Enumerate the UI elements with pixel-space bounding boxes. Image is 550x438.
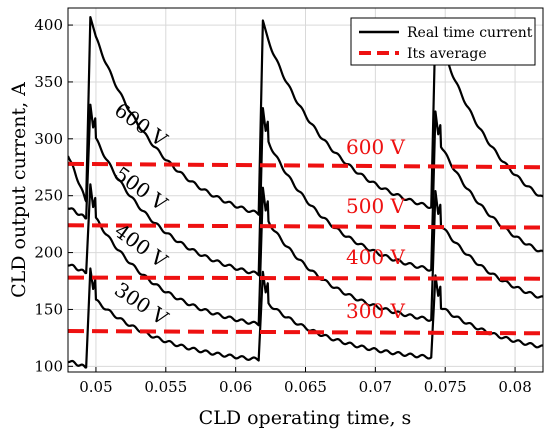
legend-box [350,17,536,66]
average-line-600v [68,161,543,170]
legend-label-real: Real time current [407,25,533,41]
grid [68,8,543,372]
x-tick-label: 0.075 [424,378,467,396]
y-tick-label: 200 [34,244,63,262]
series-group [68,16,543,369]
annotation-red-300v: 300 V [346,299,406,323]
y-tick-label: 250 [34,187,63,205]
average-line-400v [68,275,543,281]
current-line-600v [68,16,543,216]
legend-label-average: Its average [407,46,487,62]
x-tick-label: 0.055 [144,378,187,396]
annotation-red-600v: 600 V [346,135,406,159]
x-tick-label: 0.065 [284,378,327,396]
current-line-400v [68,183,543,327]
x-tick-label: 0.08 [498,378,531,396]
average-line-300v [68,329,543,336]
x-tick-label: 0.07 [359,378,392,396]
x-tick-label: 0.05 [79,378,112,396]
x-tick-label: 0.06 [219,378,252,396]
x-axis-label: CLD operating time, s [199,407,412,429]
y-tick-label: 150 [34,300,63,318]
annotation-red-400v: 400 V [346,245,406,269]
y-tick-label: 400 [34,16,63,34]
annotation-red-500v: 500 V [346,194,406,218]
y-tick-label: 350 [34,73,63,91]
y-axis-label: CLD output current, A [8,82,30,298]
axis-ticks: 0.05 0.055 0.06 0.065 0.07 0.075 0.08 100 150 200… [34,16,531,396]
average-line-500v [68,223,543,230]
current-line-500v [68,103,543,277]
legend: Real time current Its average [350,17,536,66]
y-tick-label: 100 [34,357,63,375]
y-tick-label: 300 [34,130,63,148]
